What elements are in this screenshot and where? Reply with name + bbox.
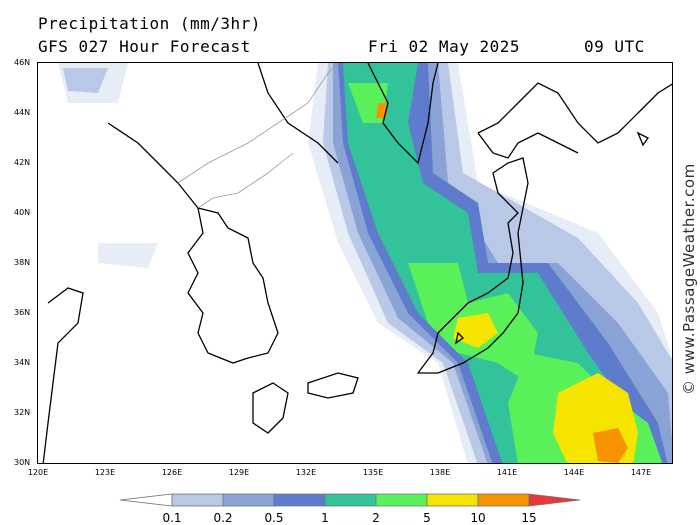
lon-label-138e: 138E [429,468,451,477]
coastlines [42,63,672,463]
legend-label-15: 15 [521,511,537,525]
lat-label-40n: 40N [14,208,31,217]
lat-label-44n: 44N [14,108,31,117]
lat-label-38n: 38N [14,258,31,267]
legend-label-1: 1 [321,511,329,525]
legend-label-2: 2 [372,511,380,525]
chart-title: Precipitation (mm/3hr) [38,14,261,33]
lat-label-34n: 34N [14,358,31,367]
forecast-model: GFS 027 Hour Forecast [38,37,251,56]
legend-swatch-6 [477,493,530,507]
forecast-date: Fri 02 May 2025 [368,37,520,56]
lon-label-132e: 132E [295,468,317,477]
legend-label-0-5: 0.5 [264,511,284,525]
legend-swatch-1 [222,493,275,507]
legend-label-10: 10 [470,511,486,525]
legend-swatch-0 [171,493,224,507]
legend-swatch-3 [324,493,377,507]
lon-label-120e: 120E [27,468,49,477]
borders [177,63,339,209]
precip-legend [119,493,581,507]
lon-label-144e: 144E [563,468,585,477]
legend-label-5: 5 [423,511,431,525]
legend-arrow-left [119,493,173,507]
legend-swatch-2 [273,493,326,507]
credit-watermark: © www.PassageWeather.com [680,163,698,395]
legend-label-0-2: 0.2 [213,511,233,525]
map-canvas [42,63,672,463]
precip-2 [343,63,658,463]
lat-label-36n: 36N [14,308,31,317]
lat-label-30n: 30N [14,458,31,467]
lat-label-42n: 42N [14,158,31,167]
lon-label-129e: 129E [228,468,250,477]
lon-label-123e: 123E [94,468,116,477]
lon-label-135e: 135E [362,468,384,477]
legend-arrow-right [528,493,581,507]
lon-label-147e: 147E [630,468,652,477]
legend-swatch-4 [375,493,428,507]
forecast-time: 09 UTC [584,37,645,56]
legend-swatch-5 [426,493,479,507]
lon-label-141e: 141E [496,468,518,477]
lon-label-126e: 126E [161,468,183,477]
legend-label-0-1: 0.1 [162,511,182,525]
lat-label-32n: 32N [14,408,31,417]
lat-label-46n: 46N [14,58,31,67]
precipitation-map [37,62,673,464]
